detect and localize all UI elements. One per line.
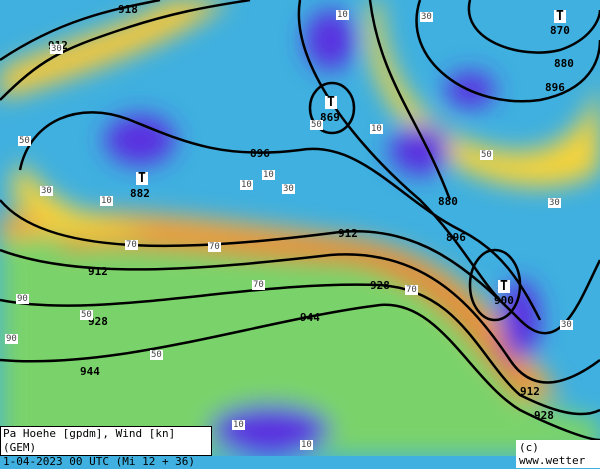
wind-label: 90: [5, 334, 18, 344]
contour-label: 896: [545, 81, 565, 94]
wind-label: 10: [100, 196, 113, 206]
copyright-text: (c) www.wetter: [516, 440, 600, 468]
wind-label: 30: [282, 184, 295, 194]
contour-label: 896: [446, 231, 466, 244]
wind-label: 10: [300, 440, 313, 450]
contour-low: [468, 248, 522, 322]
wind-label: 10: [240, 180, 253, 190]
weather-map: [0, 0, 600, 456]
low-marker: T: [498, 279, 510, 294]
contour-line: [0, 199, 600, 335]
wind-label: 50: [150, 350, 163, 360]
jet-stream-core: [60, 238, 530, 395]
low-value: 869: [320, 111, 340, 124]
wind-field-green: [0, 214, 600, 456]
contour-line: [0, 0, 251, 101]
contour-label: 912: [338, 227, 358, 240]
geopotential-contours: [0, 0, 600, 442]
low-marker: T: [136, 171, 148, 186]
wind-label: 30: [548, 198, 561, 208]
contour-label: 912: [88, 265, 108, 278]
wind-label: 30: [40, 186, 53, 196]
wind-label: 30: [560, 320, 573, 330]
contour-line: [467, 0, 600, 54]
wind-label: 70: [405, 285, 418, 295]
contour-label: 928: [534, 409, 554, 422]
wind-label: 50: [310, 120, 323, 130]
contour-line: [368, 0, 452, 201]
wind-label: 10: [370, 124, 383, 134]
wind-label: 10: [336, 10, 349, 20]
wind-label: 30: [50, 44, 63, 54]
wind-label: 10: [232, 420, 245, 430]
contour-label: 944: [80, 365, 100, 378]
contour-line: [0, 0, 161, 62]
wind-label: 50: [80, 310, 93, 320]
wind-label: 50: [18, 136, 31, 146]
contour-line: [18, 111, 542, 321]
legend-title: Pa Hoehe [gpdm], Wind [kn] (GEM): [3, 427, 176, 454]
low-value: 870: [550, 24, 570, 37]
low-marker: T: [325, 95, 337, 110]
contour-label: 918: [118, 3, 138, 16]
contour-label: 880: [554, 57, 574, 70]
wind-label: 30: [420, 12, 433, 22]
low-value: 882: [130, 187, 150, 200]
contour-label: 928: [88, 315, 108, 328]
jet-arc-west: [10, 160, 150, 240]
wind-label: 70: [125, 240, 138, 250]
legend-run-time: 1-04-2023 00 UTC (Mi 12 + 36): [3, 455, 196, 468]
calm-core-2: [305, 10, 355, 70]
contour-line: [297, 0, 501, 301]
upper-jet: [0, 0, 230, 100]
low-value: 900: [494, 294, 514, 307]
jet-stream-band: [0, 211, 560, 400]
map-legend: Pa Hoehe [gpdm], Wind [kn] (GEM) 1-04-20…: [0, 426, 212, 468]
contour-label: 912: [520, 385, 540, 398]
contour-label: 896: [250, 147, 270, 160]
wind-label: 50: [480, 150, 493, 160]
contour-line: [0, 303, 600, 442]
wind-label: 10: [262, 170, 275, 180]
contour-label: 880: [438, 195, 458, 208]
contour-label: 928: [370, 279, 390, 292]
wind-label: 70: [252, 280, 265, 290]
calm-core-1: [105, 115, 175, 165]
low-marker: T: [554, 9, 566, 24]
wind-label: 90: [16, 294, 29, 304]
wind-label: 70: [208, 242, 221, 252]
contour-label: 944: [300, 311, 320, 324]
contour-line: [0, 248, 600, 384]
contour-line: [415, 0, 600, 103]
contour-low: [308, 81, 356, 135]
